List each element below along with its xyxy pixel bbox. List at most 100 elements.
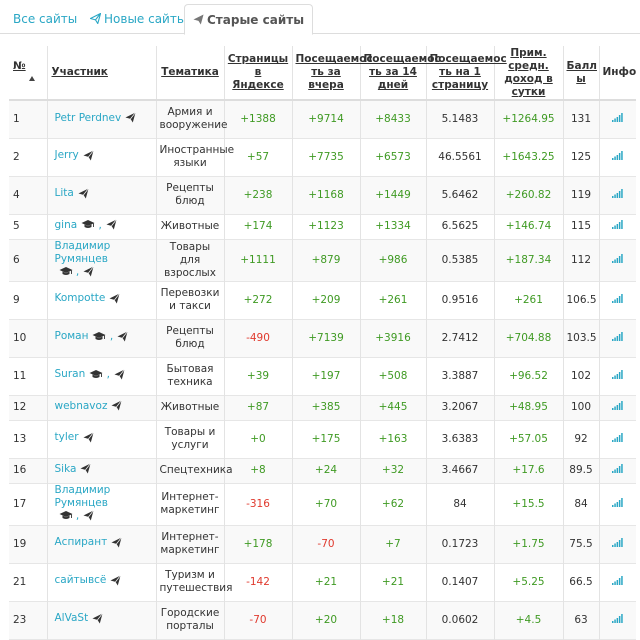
topic-cell: Интернет-маркетинг [156, 525, 225, 563]
member-link[interactable]: Jerry [54, 149, 79, 162]
member-link[interactable]: gina [54, 218, 78, 231]
member-cell: tyler [47, 420, 157, 458]
member-cell: webnavoz [47, 395, 157, 420]
paper-plane-icon[interactable] [83, 265, 95, 281]
header-topic[interactable]: Тематика [156, 46, 225, 101]
income-cell: +261 [494, 281, 564, 319]
header-per-page[interactable]: Посещаемос ть на 1 страницу [426, 46, 507, 101]
signal-bars-icon[interactable] [612, 613, 623, 627]
score-cell: 102 [563, 357, 600, 395]
visits-per-page-cell: 5.6462 [426, 176, 495, 214]
paper-plane-icon[interactable] [80, 463, 92, 478]
table-row: 13 tyler Товары и услуги +0 +175 +163 3.6383 +5… [9, 420, 636, 458]
member-link[interactable]: Lita [54, 187, 74, 200]
info-cell [599, 525, 636, 563]
signal-bars-icon[interactable] [612, 331, 623, 345]
info-cell [599, 458, 636, 483]
header-score[interactable]: Балл ы [563, 46, 600, 101]
member-link[interactable]: tyler [54, 431, 79, 444]
header-num[interactable]: № [9, 46, 48, 101]
tab-new-sites[interactable]: Новые сайты [82, 4, 194, 34]
visits-14days-cell: +6573 [360, 138, 427, 176]
paper-plane-icon[interactable] [83, 149, 94, 165]
graduation-cap-icon [89, 369, 103, 384]
member-link[interactable]: Suran [54, 368, 86, 381]
paper-plane-icon[interactable] [111, 400, 123, 415]
paper-plane-icon[interactable] [117, 330, 129, 346]
paper-plane-icon[interactable] [109, 292, 121, 308]
income-cell: +146.74 [494, 214, 564, 239]
info-cell [599, 138, 636, 176]
member-cell: Владимир Румянцев , [47, 239, 157, 281]
paper-plane-icon[interactable] [78, 187, 89, 203]
yandex-pages-cell: +178 [224, 525, 293, 563]
info-cell [599, 100, 636, 138]
tab-all-sites[interactable]: Все сайты [5, 4, 85, 34]
signal-bars-icon[interactable] [612, 220, 623, 233]
signal-bars-icon[interactable] [612, 150, 623, 164]
signal-bars-icon[interactable] [612, 537, 623, 551]
sort-arrow-icon [29, 75, 35, 81]
info-cell [599, 601, 636, 639]
score-cell: 75.5 [563, 525, 600, 563]
signal-bars-icon[interactable] [612, 369, 623, 383]
member-link[interactable]: Kompotte [54, 292, 106, 305]
member-cell: Роман , [47, 319, 157, 357]
tab-old-sites-label: Старые сайты [207, 13, 305, 27]
score-cell: 119 [563, 176, 600, 214]
table-row: 2 Jerry Иностранные языки +57 +7735 +6573 46.5… [9, 138, 636, 176]
paper-plane-icon[interactable] [92, 612, 104, 628]
paper-plane-icon[interactable] [111, 536, 123, 552]
signal-bars-icon[interactable] [612, 432, 623, 446]
signal-bars-icon[interactable] [612, 401, 623, 414]
header-yandex[interactable]: Страницы в Яндексе [224, 46, 293, 101]
member-link[interactable]: Petr Perdnev [54, 111, 122, 124]
member-link[interactable]: Sika [54, 462, 77, 475]
header-14days[interactable]: Посещаемос ть за 14 дней [360, 46, 441, 101]
paper-plane-icon[interactable] [110, 574, 122, 590]
table-row: 21 сайтывсё Туризм и путешествия -142 +21 +21… [9, 563, 636, 601]
visits-yesterday-cell: +209 [292, 281, 361, 319]
topic-cell: Товары для взрослых [156, 239, 225, 281]
header-member[interactable]: Участник [47, 46, 157, 101]
signal-bars-icon[interactable] [612, 112, 623, 126]
table-row: 16 Sika Спецтехника +8 +24 +32 3.4667 +17.6 89.5 [9, 458, 636, 483]
paper-plane-icon[interactable] [125, 112, 137, 127]
member-link[interactable]: сайтывсё [54, 574, 107, 587]
paper-plane-icon[interactable] [106, 219, 117, 234]
visits-yesterday-cell: +385 [292, 395, 361, 420]
signal-bars-icon[interactable] [612, 575, 623, 589]
visits-yesterday-cell: +1123 [292, 214, 361, 239]
signal-bars-icon[interactable] [612, 464, 623, 477]
tab-new-sites-label: Новые сайты [104, 12, 187, 26]
score-cell: 125 [563, 138, 600, 176]
signal-bars-icon[interactable] [612, 253, 623, 267]
member-link[interactable]: Аспирант [54, 536, 108, 549]
income-cell: +1264.95 [494, 100, 564, 138]
paper-plane-icon[interactable] [82, 431, 94, 447]
signal-bars-icon[interactable] [612, 188, 623, 202]
row-number: 6 [9, 239, 48, 281]
member-link[interactable]: Владимир Румянцев [54, 483, 111, 509]
member-link[interactable]: webnavoz [54, 399, 108, 412]
row-number: 11 [9, 357, 48, 395]
visits-per-page-cell: 0.0602 [426, 601, 495, 639]
table-body: 1 Petr Perdnev Армия и вооружение +1388 +971… [9, 100, 636, 639]
header-yesterday[interactable]: Посещаемос ть за вчера [292, 46, 373, 101]
tab-old-sites[interactable]: Старые сайты [184, 4, 314, 35]
member-link[interactable]: Роман [54, 330, 89, 343]
signal-bars-icon[interactable] [612, 293, 623, 307]
member-link[interactable]: AlVaSt [54, 612, 89, 625]
row-number: 1 [9, 100, 48, 138]
header-income[interactable]: Прим. средн. доход в сутки [494, 46, 564, 101]
signal-bars-icon[interactable] [612, 497, 623, 511]
income-cell: +17.6 [494, 458, 564, 483]
topic-cell: Перевозки и такси [156, 281, 225, 319]
topic-cell: Бытовая техника [156, 357, 225, 395]
member-link[interactable]: Владимир Румянцев [54, 239, 111, 265]
score-cell: 66.5 [563, 563, 600, 601]
score-cell: 106.5 [563, 281, 600, 319]
visits-14days-cell: +1334 [360, 214, 427, 239]
paper-plane-icon[interactable] [114, 368, 125, 384]
paper-plane-icon[interactable] [83, 509, 95, 525]
